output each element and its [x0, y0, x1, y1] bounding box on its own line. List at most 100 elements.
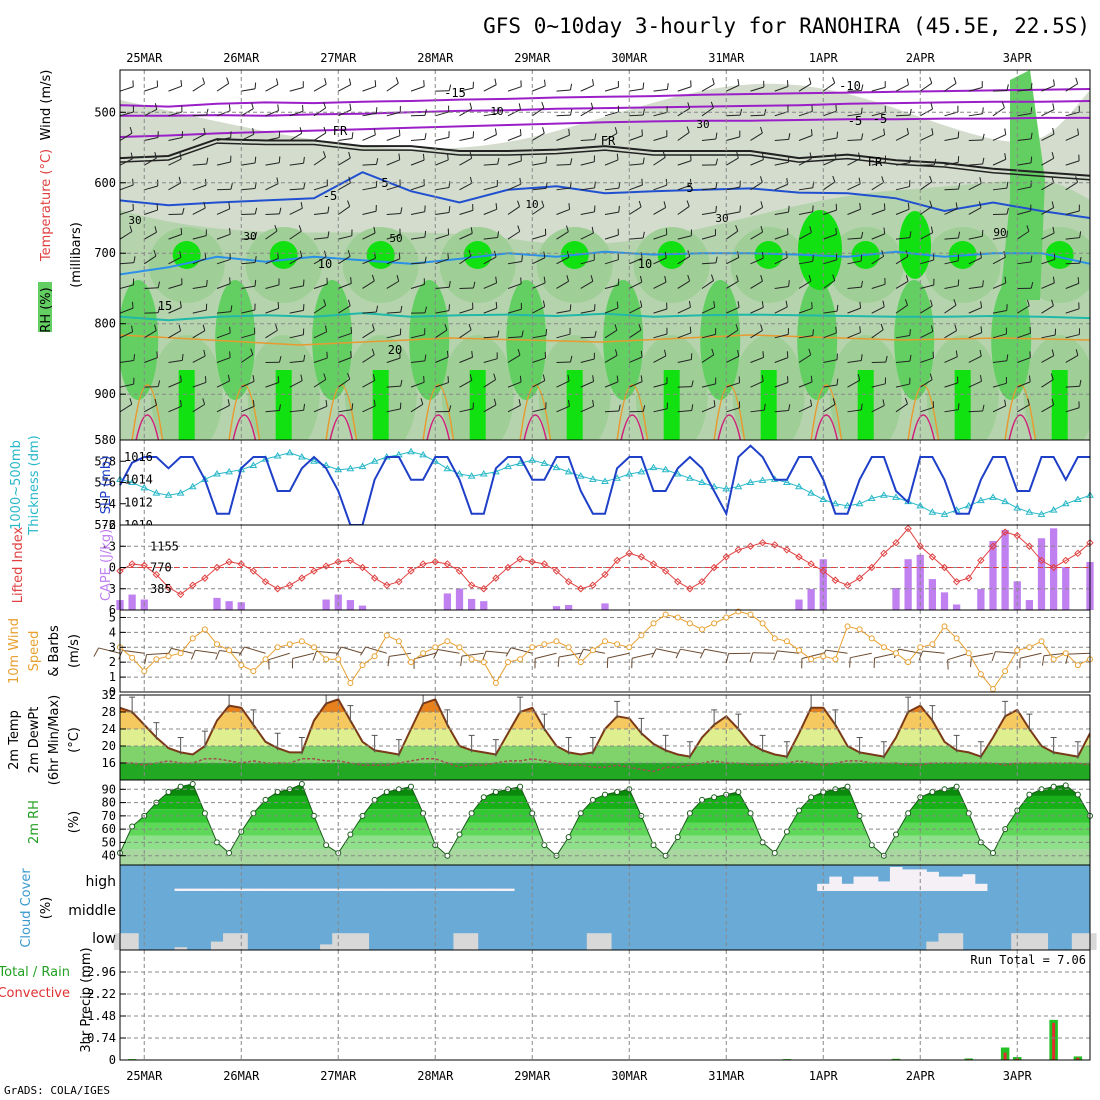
thickness-marker: [613, 474, 622, 481]
wind-barb-staff: [265, 183, 279, 191]
contour-label: 10: [318, 257, 332, 271]
wind-barb-staff: [604, 187, 619, 191]
thickness-marker: [528, 456, 537, 463]
li-marker: [698, 577, 706, 586]
wind-barb-staff: [1065, 111, 1080, 117]
wind-barb-staff: [122, 649, 145, 654]
wind-barb-staff: [459, 232, 473, 240]
wind-barb-staff: [604, 307, 619, 314]
wind-barb-staff: [798, 135, 813, 141]
li-marker: [977, 556, 985, 565]
wind-speed-marker: [856, 626, 863, 633]
wind-barb-staff: [750, 257, 764, 265]
wind-barb-flag: [639, 300, 643, 307]
wind-barb-staff: [580, 139, 595, 141]
y-tick-label: -6: [102, 518, 116, 532]
wind-barb-staff: [507, 206, 520, 215]
wind-barb-flag: [1075, 77, 1079, 84]
wind-barb-flag: [953, 299, 957, 306]
rh-column: [120, 280, 159, 400]
wind-barb-flag: [470, 227, 473, 234]
rh-core: [566, 370, 583, 440]
wind-barb-staff: [434, 329, 448, 339]
wind-barb-flag: [1065, 654, 1069, 664]
wind-barb-flag: [206, 157, 209, 165]
wind-barb-staff: [631, 652, 654, 659]
wind-barb-flag: [299, 127, 303, 134]
wind-barb-staff: [774, 183, 788, 191]
wind-barb-staff: [268, 652, 290, 661]
wind-barb-flag: [957, 403, 960, 410]
wind-barb-staff: [483, 208, 497, 215]
wind-barb-staff: [483, 358, 498, 363]
thickness-marker: [188, 482, 197, 490]
wind-barb-staff: [168, 381, 182, 388]
wind-barb-flag: [642, 82, 645, 89]
wind-barb-flag: [909, 156, 911, 163]
y-tick-label: 2.96: [87, 965, 116, 979]
wind-barb-staff: [604, 354, 618, 363]
wind-barb-staff: [604, 86, 619, 92]
wind-barb-flag: [569, 158, 573, 165]
wind-barb-staff: [265, 162, 280, 166]
wind-barb-staff: [216, 357, 231, 363]
wind-barb-flag: [1027, 398, 1030, 405]
wind-barb-flag: [691, 404, 694, 411]
wind-barb-staff: [701, 211, 716, 215]
li-marker: [334, 558, 342, 566]
y-axis-label-li: Lifted Index: [11, 526, 26, 603]
wind-barb-staff: [992, 90, 1008, 92]
precip-conv-bar: [1052, 1022, 1056, 1060]
wind-barb-staff: [677, 280, 690, 289]
thickness-marker: [128, 478, 137, 485]
wind-barb-staff: [944, 409, 959, 413]
wind-barb-staff: [459, 209, 474, 215]
isotherm-line: [120, 100, 1090, 117]
wind-barb-staff: [968, 307, 982, 314]
wind-barb-staff: [701, 234, 716, 240]
wind-barb-flag: [638, 323, 642, 331]
thickness-marker: [249, 461, 258, 468]
rh-marker: [323, 842, 330, 849]
cape-bar: [1001, 529, 1009, 610]
wind-barb-staff: [292, 652, 315, 660]
wind-barb-flag: [594, 133, 597, 140]
cape-tick-label: 770: [150, 561, 172, 575]
wind-speed-marker: [141, 668, 148, 675]
wind-barb-flag: [808, 77, 812, 84]
wind-barb-flag: [303, 403, 306, 411]
wind-barb-flag: [203, 349, 206, 357]
wind-barb-flag: [773, 650, 778, 661]
wind-barb-flag: [812, 329, 814, 336]
wind-barb-flag: [1004, 399, 1007, 406]
li-marker: [164, 583, 173, 592]
wind-barb-staff: [774, 257, 788, 265]
y-tick-label: 576: [94, 476, 116, 490]
wind-barb-flag: [154, 151, 157, 159]
wind-barb-flag: [909, 354, 912, 362]
wind-barb-staff: [992, 256, 1006, 265]
wind-barb-flag: [277, 302, 280, 309]
wind-barb-flag: [737, 78, 740, 86]
li-marker: [831, 576, 840, 584]
wind-barb-flag: [387, 656, 390, 667]
wind-barb-flag: [1029, 351, 1031, 358]
wind-barb-staff: [507, 404, 521, 413]
thickness-series: [119, 451, 1091, 515]
wind-barb-flag: [614, 349, 618, 356]
wind-barb-staff: [726, 355, 740, 363]
wind-barb-flag: [433, 649, 439, 659]
wind-speed-marker: [941, 623, 948, 630]
wind-barb-flag: [859, 326, 861, 333]
wind-barb-flag: [666, 83, 669, 90]
wind-barb-staff: [1041, 305, 1054, 314]
wind-barb-staff: [410, 236, 425, 240]
isotherm-line: [120, 250, 1090, 276]
wind-barb-flag: [763, 403, 766, 411]
wind-barb-staff: [871, 209, 886, 215]
wind-barb-staff: [120, 111, 134, 117]
wind-barb-staff: [968, 380, 982, 388]
wind-barb-flag: [737, 349, 740, 357]
wind-barb-flag: [761, 375, 764, 382]
wind-barb-staff: [386, 135, 401, 141]
